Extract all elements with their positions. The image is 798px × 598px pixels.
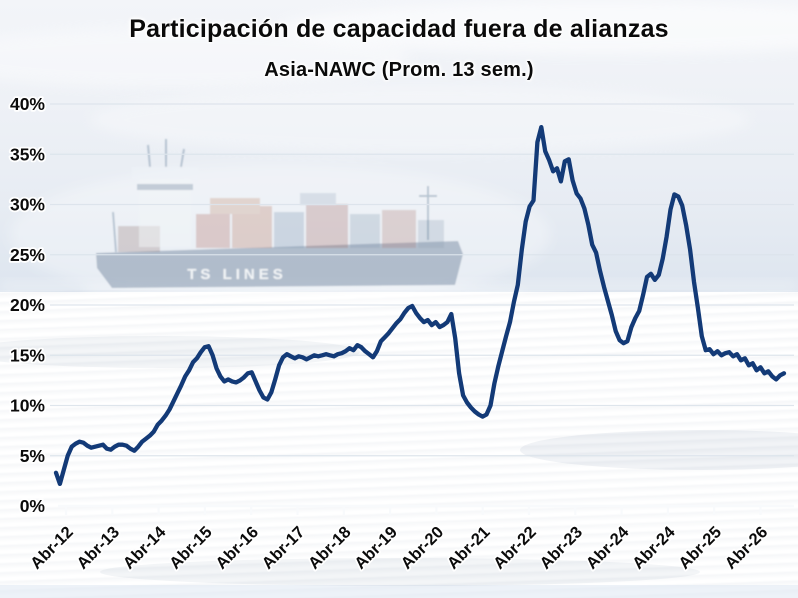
ship-name-text: TS LINES [187,266,287,283]
x-tick-label: Abr-17 [259,523,309,573]
wave [0,459,798,470]
container-block [350,214,380,248]
bridge-wing [132,167,198,180]
ship-wake [84,289,525,302]
shadow-patch [0,336,360,368]
sea-waves [0,326,798,598]
mast [147,144,151,168]
container-block [306,204,348,248]
x-tick-label: Abr-21 [444,523,494,573]
x-tick-label: Abr-14 [120,523,170,573]
shadow-patch [520,430,798,470]
wave [0,547,798,557]
container-block [300,193,336,205]
x-tick-label: Abr-23 [536,523,586,573]
bottom-bright-band [0,585,798,598]
x-tick-label: Abr-20 [398,523,448,573]
x-tick-label: Abr-25 [675,523,725,573]
x-tick-label: Abr-13 [73,523,123,573]
x-tick-label: Abr-16 [212,523,262,573]
cloud [90,86,750,154]
x-tick-label: Abr-12 [27,523,77,573]
sea-shadow-patches [0,336,798,586]
mast [180,148,185,168]
wave [0,428,798,439]
x-tick-label: Abr-26 [722,523,772,573]
cloud [0,28,410,88]
y-tick-label: 15% [10,345,45,365]
ship-masts [112,139,437,253]
ship-bridge [139,179,191,247]
y-tick-label: 25% [10,245,45,265]
container-block [418,220,444,248]
container-block [210,198,260,214]
x-tick-label: Abr-24 [583,523,633,573]
ship-hull [96,241,463,288]
x-tick-label: Abr-18 [305,523,355,573]
wave [0,488,798,497]
bridge-windows [137,184,193,190]
x-tick-label: Abr-19 [351,523,401,573]
x-tick-label: Abr-15 [166,523,216,573]
shadow-patch [100,558,700,586]
page-subtitle: Asia-NAWC (Prom. 13 sem.) [264,59,534,81]
y-tick-label: 0% [20,496,46,516]
container-block [274,212,304,248]
y-tick-label: 30% [10,195,45,215]
foremast [112,211,117,253]
y-tick-label: 20% [10,295,45,315]
y-tick-label: 35% [10,144,45,164]
cloud [280,2,798,54]
ship-watermark: TS LINES [10,139,550,305]
wave [0,394,798,403]
wave [0,362,798,373]
container-block [196,214,230,248]
x-tick-label: Abr-24 [629,523,679,573]
sea-background [0,290,798,598]
wave [0,326,798,337]
y-tick-label: 10% [10,396,45,416]
wave [0,517,798,527]
y-tick-label: 5% [20,446,46,466]
container-block [382,210,416,248]
y-tick-label: 40% [10,94,45,114]
data-line [53,124,787,487]
page-title: Participación de capacidad fuera de alia… [129,15,669,43]
aft-mast [419,186,437,240]
x-tick-label: Abr-22 [490,523,540,573]
